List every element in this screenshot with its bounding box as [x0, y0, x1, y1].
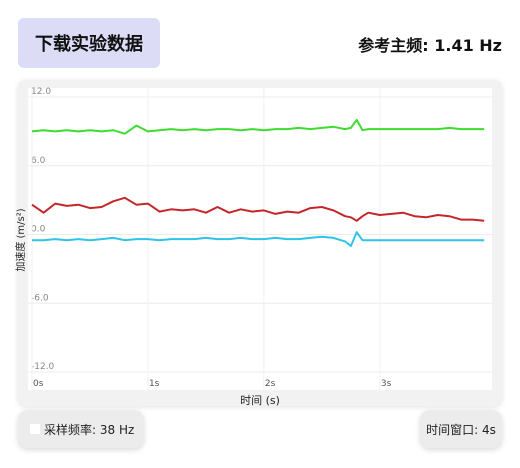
y-tick-label: 6.0 [31, 156, 46, 166]
y-tick-label: -12.0 [31, 362, 55, 372]
x-tick-label: 0s [33, 379, 44, 389]
y-axis-label: 加速度 (m/s²) [14, 208, 27, 271]
data-line [31, 118, 485, 135]
y-tick-label: 12.0 [31, 87, 51, 97]
x-axis-label: 时间 (s) [240, 394, 280, 407]
y-tick-label: -6.0 [31, 293, 49, 303]
sampling-rate: 采样频率: 38 Hz [44, 422, 135, 437]
data-line [32, 231, 485, 247]
reference-frequency: 参考主频: 1.41 Hz [358, 36, 502, 55]
icon [30, 424, 40, 434]
download-button[interactable]: 下载实验数据 [18, 18, 160, 68]
x-tick-label: 3s [381, 379, 392, 389]
y-tick-label: 0.0 [31, 225, 46, 235]
data-line [31, 196, 485, 222]
time-window: 时间窗口: 4s [426, 422, 496, 437]
time-window-button[interactable]: 时间窗口: 4s [420, 410, 502, 448]
sampling-rate-button[interactable]: 采样频率: 38 Hz [18, 410, 144, 448]
x-tick-label: 2s [265, 379, 276, 389]
x-tick-label: 1s [149, 379, 160, 389]
